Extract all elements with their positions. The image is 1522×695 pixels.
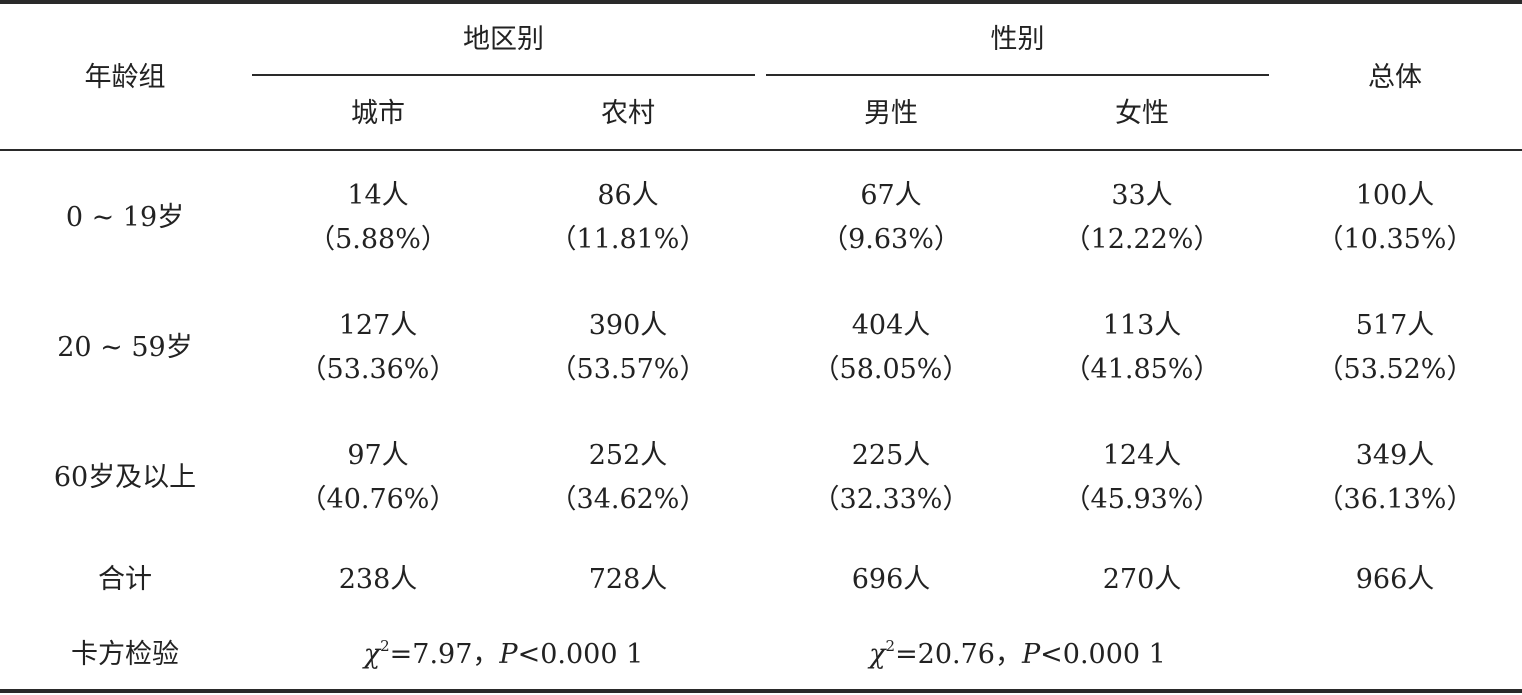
table-cell: 14人 （5.88%） (308, 180, 448, 255)
row-label: 0 ~ 19岁 (65, 202, 185, 233)
gender-header-rule (766, 74, 1269, 76)
table-cell: 100人 （10.35%） (1316, 180, 1474, 255)
total-row-label: 合计 (98, 564, 152, 595)
table-cell: 33人 （12.22%） (1063, 180, 1221, 255)
total-cell: 270人 (1102, 564, 1182, 595)
header-gender: 性别 (990, 24, 1045, 55)
table-cell: 86人 （11.81%） (549, 180, 707, 255)
chi-row-label: 卡方检验 (71, 639, 179, 670)
header-age-group: 年龄组 (84, 62, 166, 93)
region-header-rule (252, 74, 755, 76)
table-bottom-rule (0, 689, 1522, 693)
header-female: 女性 (1115, 98, 1169, 129)
row-label: 60岁及以上 (53, 462, 197, 493)
table-cell: 252人 （34.62%） (549, 440, 707, 515)
header-rural: 农村 (601, 98, 655, 129)
table-cell: 127人 （53.36%） (299, 310, 457, 385)
total-cell: 966人 (1355, 564, 1435, 595)
total-cell: 238人 (338, 564, 418, 595)
header-bottom-rule (0, 149, 1522, 151)
table-cell: 124人 （45.93%） (1063, 440, 1221, 515)
header-total: 总体 (1368, 62, 1422, 93)
chi-square-gender: χ2=20.76，P<0.000 1 (869, 637, 1166, 671)
table-cell: 517人 （53.52%） (1316, 310, 1474, 385)
table-cell: 390人 （53.57%） (549, 310, 707, 385)
table-cell: 113人 （41.85%） (1063, 310, 1221, 385)
table-top-rule (0, 0, 1522, 4)
header-region: 地区别 (463, 24, 544, 55)
chi-square-region: χ2=7.97，P<0.000 1 (363, 637, 644, 671)
table-cell: 404人 （58.05%） (812, 310, 970, 385)
total-cell: 728人 (588, 564, 668, 595)
table-cell: 349人 （36.13%） (1316, 440, 1474, 515)
total-cell: 696人 (851, 564, 931, 595)
header-city: 城市 (351, 98, 405, 129)
table-cell: 67人 （9.63%） (821, 180, 961, 255)
row-label: 20 ~ 59岁 (57, 332, 193, 363)
header-male: 男性 (864, 98, 918, 129)
table-cell: 225人 （32.33%） (812, 440, 970, 515)
table-cell: 97人 （40.76%） (299, 440, 457, 515)
